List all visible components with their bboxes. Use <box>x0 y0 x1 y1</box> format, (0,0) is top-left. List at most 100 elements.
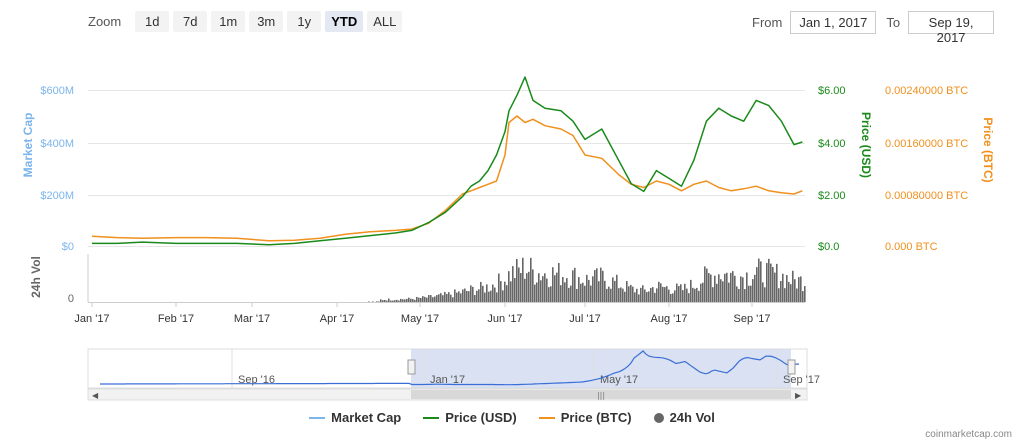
volume-bar <box>646 292 648 302</box>
volume-bar <box>440 293 442 302</box>
to-label: To <box>886 15 901 30</box>
volume-bar <box>744 289 746 302</box>
x-tick-label: Mar '17 <box>234 313 270 325</box>
zoom-ytd-button[interactable]: YTD <box>325 11 364 32</box>
volume-bar <box>480 281 482 302</box>
price-usd-tick: $6.00 <box>818 85 846 97</box>
zoom-3m-button[interactable]: 3m <box>249 11 284 32</box>
legend-volume-label: 24h Vol <box>669 410 715 425</box>
market-cap-tick: $600M <box>40 85 74 97</box>
volume-bar <box>406 298 408 302</box>
volume-bar <box>796 288 798 302</box>
x-tick-label: Jun '17 <box>487 313 522 325</box>
price-btc-tick: 0.00160000 BTC <box>885 138 968 150</box>
volume-bar <box>724 273 726 302</box>
volume-axis-title: 24h Vol <box>29 256 43 298</box>
market-cap-tick: $400M <box>40 138 74 150</box>
volume-bar <box>568 287 570 302</box>
volume-bar <box>786 275 788 302</box>
volume-bar <box>390 300 392 302</box>
volume-bar <box>462 289 464 302</box>
navigator-tick-label: May '17 <box>600 374 638 386</box>
navigator-selected-range <box>411 349 791 388</box>
volume-bar <box>704 266 706 302</box>
price-usd-tick: $0.0 <box>818 241 839 253</box>
volume-bar <box>576 288 578 302</box>
volume-bar <box>528 271 530 302</box>
price-btc-tick: 0.00240000 BTC <box>885 85 968 97</box>
legend-volume[interactable]: 24h Vol <box>653 410 715 425</box>
from-date-input[interactable]: Jan 1, 2017 <box>790 11 877 34</box>
price-usd-tick: $4.00 <box>818 138 846 150</box>
volume-bar <box>654 292 656 302</box>
legend-market-cap-swatch <box>309 416 326 419</box>
volume-bar <box>648 291 650 302</box>
volume-bar <box>396 299 398 302</box>
volume-bar <box>498 273 500 302</box>
volume-bar <box>684 283 686 302</box>
x-tick-label: Sep '17 <box>734 313 771 325</box>
volume-bar <box>586 274 588 302</box>
volume-bar <box>430 295 432 302</box>
legend-price-usd[interactable]: Price (USD) <box>423 410 517 425</box>
zoom-7d-button[interactable]: 7d <box>173 11 208 32</box>
volume-bar <box>384 299 386 302</box>
zoom-label: Zoom <box>88 14 122 29</box>
volume-bar <box>720 279 722 302</box>
volume-bar <box>736 286 738 302</box>
volume-bar <box>452 297 454 302</box>
volume-bar <box>450 294 452 302</box>
volume-bar <box>378 301 380 302</box>
x-tick-label: Feb '17 <box>158 313 194 325</box>
volume-bar <box>698 290 700 302</box>
volume-bar <box>650 287 652 302</box>
volume-bar <box>770 263 772 302</box>
volume-bar <box>612 277 614 302</box>
volume-bar <box>784 288 786 302</box>
volume-bar <box>402 299 404 302</box>
volume-bar <box>630 284 632 302</box>
volume-bar <box>686 288 688 302</box>
volume-bar <box>750 285 752 302</box>
volume-bar <box>416 296 418 302</box>
volume-bar <box>544 273 546 302</box>
volume-bar <box>644 289 646 302</box>
volume-bar <box>638 294 640 302</box>
volume-bar <box>608 286 610 302</box>
volume-bar <box>656 288 658 302</box>
volume-bar <box>722 281 724 302</box>
zoom-all-button[interactable]: ALL <box>367 11 403 32</box>
legend-price-btc[interactable]: Price (BTC) <box>538 410 632 425</box>
volume-bar <box>764 287 766 302</box>
x-tick-label: Jul '17 <box>569 313 600 325</box>
legend-market-cap-label: Market Cap <box>331 410 402 425</box>
zoom-1d-button[interactable]: 1d <box>135 11 170 32</box>
zoom-1m-button[interactable]: 1m <box>211 11 246 32</box>
volume-bar <box>468 291 470 302</box>
legend-volume-swatch <box>653 412 664 423</box>
volume-bar <box>742 277 744 302</box>
zoom-1y-button[interactable]: 1y <box>287 11 322 32</box>
navigator-tick-label: Sep '16 <box>238 374 275 386</box>
volume-bar <box>404 299 406 302</box>
volume-bar <box>726 272 728 302</box>
volume-bar <box>580 283 582 302</box>
volume-bar <box>730 272 732 302</box>
volume-bar <box>798 277 800 302</box>
volume-bar <box>694 288 696 302</box>
volume-bar <box>706 268 708 302</box>
navigator-tick-label: Sep '17 <box>783 374 820 386</box>
price-btc-tick: 0.000 BTC <box>885 241 938 253</box>
to-date-input[interactable]: Sep 19, 2017 <box>908 11 995 45</box>
volume-bar <box>418 297 420 302</box>
volume-bar <box>446 294 448 302</box>
volume-bar <box>400 298 402 302</box>
volume-bar <box>460 293 462 302</box>
volume-bar <box>752 279 754 302</box>
volume-bar <box>424 296 426 302</box>
volume-bar <box>368 301 370 302</box>
volume-bar <box>598 281 600 302</box>
credit: coinmarketcap.com <box>925 429 1012 440</box>
volume-bar <box>420 298 422 302</box>
legend-market-cap[interactable]: Market Cap <box>309 410 401 425</box>
